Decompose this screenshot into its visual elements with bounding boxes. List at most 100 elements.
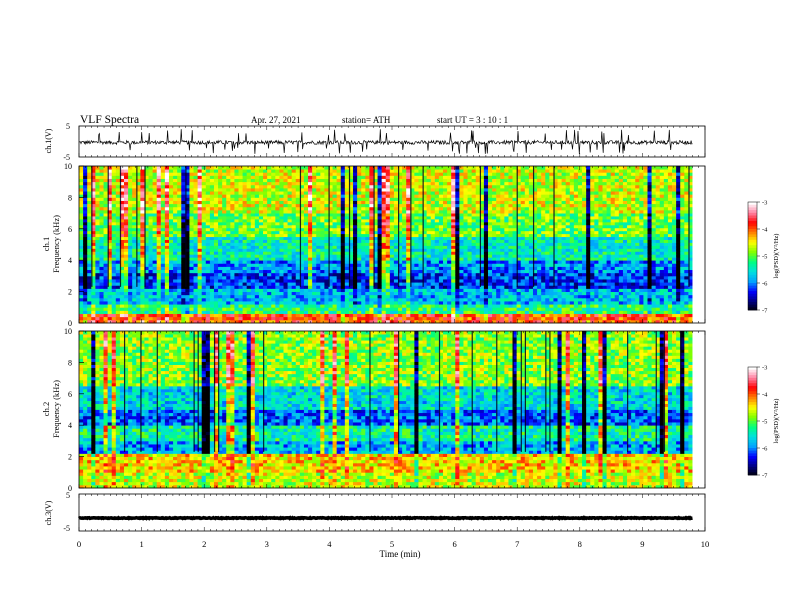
spectrogram-cell — [287, 313, 293, 318]
spectrogram-cell — [537, 310, 542, 314]
spectrogram-cell — [381, 230, 387, 235]
spectrogram-cell — [136, 242, 141, 246]
spectrogram-cell — [168, 236, 174, 240]
spectrogram-cell — [107, 260, 113, 264]
spectrogram-cell — [357, 297, 362, 302]
spectrogram-cell — [238, 301, 243, 305]
spectrogram-cell — [524, 301, 530, 305]
spectrogram-cell — [144, 233, 149, 238]
spectrogram-cell — [475, 316, 481, 321]
spectrogram-cell — [218, 282, 223, 286]
spectrogram-cell — [406, 272, 411, 277]
spectrogram-cell — [643, 310, 648, 314]
spectrogram-cell — [402, 297, 407, 302]
spectrogram-cell — [434, 245, 440, 249]
spectrogram-cell — [152, 236, 158, 240]
spectrogram-cell — [197, 282, 203, 286]
spectrogram-cell — [643, 272, 648, 277]
spectrogram-cell — [189, 297, 194, 302]
spectrogram-cell — [140, 282, 145, 286]
spectrogram-cell — [553, 224, 558, 229]
spectrogram-cell — [185, 254, 190, 258]
spectrogram-cell — [659, 254, 665, 258]
spectrogram-cell — [655, 307, 661, 311]
spectrogram-cell — [83, 285, 88, 289]
spectrogram-cell — [254, 307, 260, 311]
spectrogram-cell — [271, 301, 276, 305]
spectrogram-cell — [557, 257, 562, 261]
spectrogram-cell — [348, 316, 354, 321]
spectrogram-cell — [361, 319, 366, 324]
spectrogram-cell — [635, 269, 640, 274]
spectrogram-cell — [500, 263, 505, 267]
spectrogram-cell — [602, 260, 607, 264]
spectrogram-cell — [83, 248, 88, 252]
spectrogram-cell — [684, 310, 689, 314]
spectrogram-cell — [602, 279, 607, 283]
spectrogram-cell — [680, 285, 685, 289]
spectrogram-cell — [655, 310, 661, 314]
spectrogram-cell — [103, 227, 109, 232]
spectrogram-cell — [263, 239, 268, 243]
spectrogram-cell — [496, 316, 501, 321]
spectrogram-cell — [487, 251, 493, 255]
spectrogram-cell — [667, 297, 673, 302]
spectrogram-cell — [479, 272, 485, 277]
spectrogram-cell — [463, 233, 468, 238]
spectrogram-cell — [283, 275, 288, 280]
spectrogram-cell — [406, 233, 411, 238]
spectrogram-cell — [586, 242, 591, 246]
spectrogram-cell — [353, 248, 358, 252]
spectrogram-cell — [434, 227, 440, 232]
spectrogram-cell — [246, 245, 252, 249]
spectrogram-cell — [291, 288, 297, 292]
spectrogram-cell — [123, 266, 129, 271]
spectrogram-cell — [156, 282, 162, 286]
spectrogram-cell — [344, 301, 350, 305]
spectrogram-cell — [340, 269, 346, 274]
spectrogram-cell — [512, 239, 518, 243]
spectrogram-cell — [160, 297, 166, 302]
spectrogram-cell — [160, 266, 166, 271]
spectrogram-cell — [287, 291, 293, 296]
spectrogram-cell — [299, 257, 305, 261]
spectrogram-cell — [438, 266, 444, 271]
spectrogram-cell — [688, 279, 693, 283]
spectrogram-cell — [512, 260, 518, 264]
spectrogram-cell — [99, 319, 104, 324]
spectrogram-cell — [504, 275, 509, 280]
spectrogram-cell — [348, 310, 354, 314]
spectrogram-cell — [152, 313, 158, 318]
spectrogram-cell — [369, 316, 374, 321]
spectrogram-cell — [618, 233, 624, 238]
spectrogram-cell — [606, 227, 612, 232]
spectrogram-cell — [79, 285, 84, 289]
spectrogram-cell — [639, 257, 644, 261]
spectrogram-cell — [119, 294, 125, 299]
spectrogram-cell — [406, 236, 411, 240]
spectrogram-cell — [561, 313, 567, 318]
spectrogram-cell — [160, 236, 166, 240]
spectrogram-cell — [451, 297, 456, 302]
spectrogram-cell — [308, 239, 313, 243]
spectrogram-cell — [520, 260, 526, 264]
spectrogram-cell — [680, 251, 685, 255]
spectrogram-cell — [353, 279, 358, 283]
spectrogram-cell — [87, 230, 92, 235]
spectrogram-cell — [569, 254, 575, 258]
spectrogram-cell — [312, 285, 317, 289]
spectrogram-cell — [606, 294, 612, 299]
spectrogram-cell — [643, 275, 648, 280]
spectrogram-cell — [87, 257, 92, 261]
spectrogram-cell — [393, 319, 399, 324]
spectrogram-cell — [246, 279, 252, 283]
spectrogram-cell — [79, 233, 84, 238]
spectrogram-cell — [353, 257, 358, 261]
spectrogram-cell — [492, 260, 497, 264]
spectrogram-cell — [557, 282, 562, 286]
spectrogram-cell — [324, 239, 329, 243]
spectrogram-cell — [263, 236, 268, 240]
spectrogram-cell — [635, 251, 640, 255]
spectrogram-cell — [381, 254, 387, 258]
spectrogram-cell — [189, 266, 194, 271]
